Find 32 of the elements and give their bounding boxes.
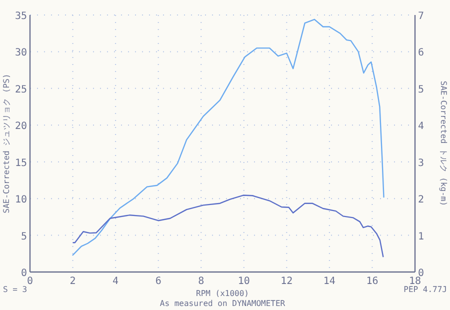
y-tick-label: 35	[14, 11, 27, 22]
x-tick-label: 8	[198, 276, 204, 287]
text: As measured on DYNAMOMETER	[160, 299, 286, 308]
line-series	[72, 194, 384, 258]
y-tick-label: 5	[20, 231, 27, 242]
x-tick-label: 12	[280, 276, 293, 287]
y-tick-label: 0	[20, 268, 27, 279]
x-tick-label: 18	[408, 276, 422, 287]
y-tick-label: 15	[14, 158, 27, 169]
y-axis-title: SAE-Corrected ジュツリョク (PS)	[2, 74, 11, 214]
y-tick-label: 10	[14, 194, 27, 206]
y2-axis-title: SAE-Corrected トルク (kg-m)	[439, 80, 448, 206]
text: S = 3	[3, 285, 28, 294]
text: PEP 4.77J	[404, 285, 447, 294]
y-tick-label: 30	[14, 48, 27, 59]
y2-tick-label: 2	[418, 194, 424, 206]
y2-tick-label: 3	[418, 158, 424, 169]
y2-tick-label: 1	[418, 231, 424, 242]
y2-tick-label: 7	[418, 11, 424, 22]
y-tick-label: 20	[14, 121, 27, 132]
x-tick-label: 4	[112, 276, 119, 287]
y-tick-label: 25	[14, 84, 27, 96]
y2-tick-label: 4	[418, 121, 424, 132]
line-series	[72, 18, 384, 256]
x-tick-label: 2	[70, 276, 76, 287]
x-axis-title: RPM (x1000)	[196, 289, 249, 298]
x-tick-label: 16	[366, 276, 378, 287]
y2-tick-label: 5	[418, 84, 424, 96]
x-tick-label: 14	[323, 276, 336, 287]
x-tick-label: 6	[155, 276, 162, 287]
y2-tick-label: 6	[418, 48, 424, 59]
x-tick-label: 10	[238, 276, 250, 287]
